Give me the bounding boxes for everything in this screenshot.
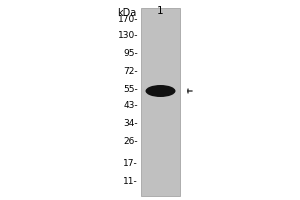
Text: 130-: 130- [118,30,138,40]
Text: 26-: 26- [123,136,138,146]
Text: 43-: 43- [123,100,138,110]
Text: 72-: 72- [123,66,138,75]
Text: kDa: kDa [117,8,136,18]
Text: 170-: 170- [118,16,138,24]
Text: 17-: 17- [123,158,138,167]
Text: 1: 1 [157,6,164,16]
Ellipse shape [146,85,176,97]
Text: 11-: 11- [123,177,138,186]
Text: 95-: 95- [123,48,138,58]
Text: 34-: 34- [123,118,138,128]
Bar [141,8,180,196]
Text: 55-: 55- [123,85,138,94]
